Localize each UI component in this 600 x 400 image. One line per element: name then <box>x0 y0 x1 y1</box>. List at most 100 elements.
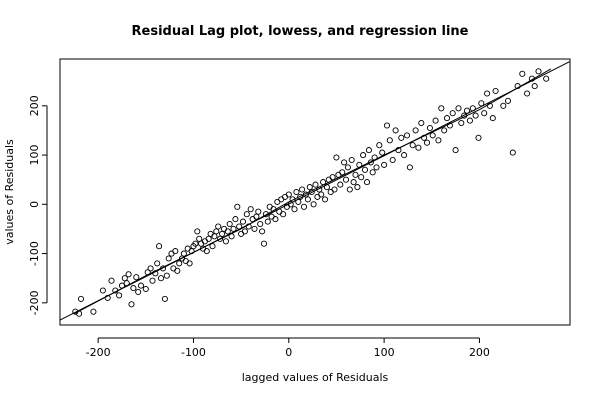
data-point <box>412 127 419 134</box>
data-point <box>519 70 526 77</box>
data-point <box>112 287 119 294</box>
data-point <box>441 127 448 134</box>
data-point <box>90 308 97 315</box>
data-point <box>469 105 476 112</box>
data-point <box>174 267 181 274</box>
data-point <box>461 112 468 119</box>
data-point <box>281 193 289 200</box>
data-point <box>415 144 422 151</box>
data-point <box>475 134 482 141</box>
data-point <box>257 220 264 228</box>
fit-lines <box>60 61 570 321</box>
lowess-line <box>74 68 552 315</box>
data-point <box>376 142 383 149</box>
x-axis: -200 -100 0 100 200 <box>86 337 490 359</box>
data-point <box>514 83 521 90</box>
data-point <box>316 186 323 193</box>
data-point <box>125 271 132 278</box>
data-point <box>268 213 275 220</box>
data-point <box>449 110 456 117</box>
data-point <box>230 225 237 232</box>
data-point <box>128 301 135 308</box>
data-point <box>314 193 321 200</box>
data-point <box>272 216 279 223</box>
data-point <box>99 287 106 294</box>
data-point <box>192 240 199 247</box>
data-point <box>337 181 344 188</box>
data-point <box>220 225 228 232</box>
data-point <box>308 188 315 196</box>
data-point <box>142 285 149 293</box>
data-point <box>371 154 378 161</box>
data-point <box>205 235 212 242</box>
data-point <box>108 277 115 284</box>
data-point <box>76 310 83 317</box>
data-point <box>341 159 348 166</box>
data-point <box>285 191 292 198</box>
data-point <box>209 243 216 250</box>
data-point <box>249 216 256 223</box>
y-tick-label: 0 <box>28 201 41 208</box>
data-point <box>409 142 416 149</box>
data-point <box>369 169 376 176</box>
data-point <box>346 186 353 193</box>
data-point <box>321 196 329 203</box>
y-tick-label: 100 <box>28 145 41 166</box>
data-point <box>528 75 535 82</box>
data-point <box>395 147 402 154</box>
data-point <box>137 282 145 289</box>
data-point <box>276 208 283 215</box>
y-tick-label: 200 <box>28 95 41 116</box>
data-point <box>133 274 140 281</box>
data-point <box>535 68 542 75</box>
y-tick-label: -200 <box>28 290 41 315</box>
data-point <box>403 132 411 139</box>
data-point <box>421 134 428 141</box>
data-point <box>149 277 156 284</box>
regression-line <box>60 61 570 321</box>
data-point <box>270 206 277 213</box>
data-point <box>215 223 222 230</box>
data-point <box>203 248 210 255</box>
y-tick-label: -100 <box>28 241 41 266</box>
data-point <box>228 233 235 240</box>
data-point <box>194 228 201 235</box>
data-point <box>207 230 214 237</box>
data-point <box>426 124 433 132</box>
data-point <box>486 102 493 109</box>
data-point <box>500 102 507 109</box>
data-point <box>484 90 491 97</box>
data-point <box>118 282 126 289</box>
data-point <box>361 166 369 173</box>
data-point <box>339 169 346 176</box>
data-point <box>176 260 183 267</box>
data-point <box>318 191 325 198</box>
data-point <box>77 295 85 302</box>
data-point <box>304 196 311 203</box>
data-point <box>327 188 334 196</box>
data-point <box>241 228 248 235</box>
y-axis-label: values of Residuals <box>3 139 16 245</box>
data-point <box>423 139 431 146</box>
data-point <box>443 115 451 122</box>
scatter-points <box>72 68 550 317</box>
data-point <box>360 152 367 159</box>
data-point <box>312 181 319 188</box>
data-point <box>446 122 453 129</box>
data-point <box>478 100 485 107</box>
data-point <box>455 105 462 112</box>
data-point <box>299 186 306 193</box>
x-tick-label: -100 <box>181 346 206 359</box>
data-point <box>329 174 336 181</box>
data-point <box>260 240 268 247</box>
data-point <box>492 87 499 95</box>
data-point <box>262 211 269 218</box>
data-point <box>239 218 247 225</box>
data-point <box>320 179 327 186</box>
data-point <box>211 233 218 240</box>
data-point <box>310 201 317 208</box>
data-point <box>291 206 298 213</box>
data-point <box>531 83 538 90</box>
data-point <box>222 238 229 245</box>
